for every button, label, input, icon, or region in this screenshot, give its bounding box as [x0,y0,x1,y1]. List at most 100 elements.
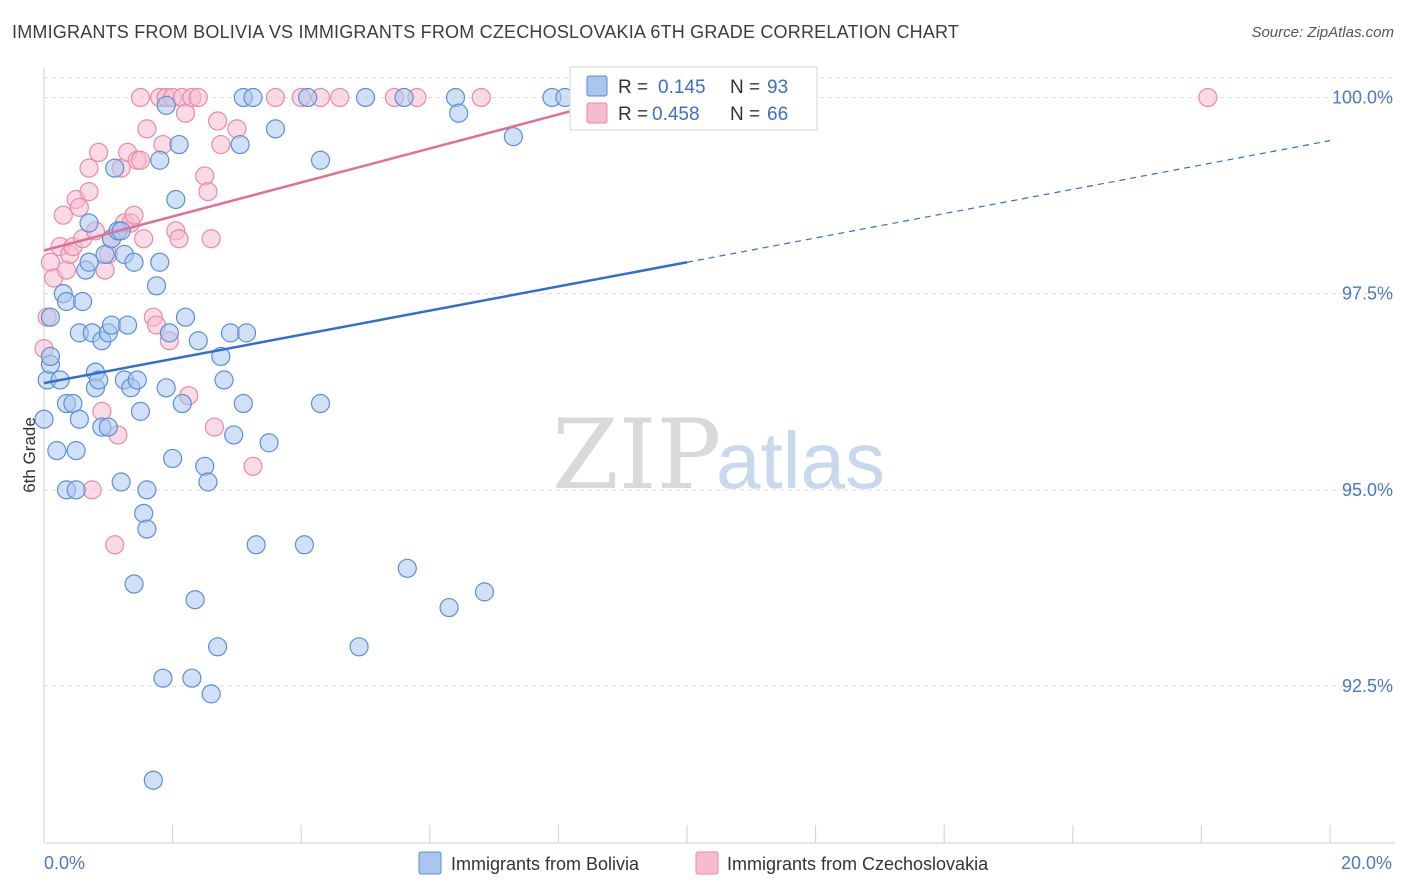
point-bolivia [233,393,253,414]
point-bolivia [294,535,315,555]
point-bolivia [159,323,179,343]
point-czechoslovakia [56,260,77,280]
legend-frame [569,66,818,131]
y-tick-label: 92.5% [1342,676,1393,696]
y-tick-label: 100.0% [1332,87,1393,107]
point-bolivia [449,103,469,123]
point-czechoslovakia [1198,87,1218,108]
point-bolivia [230,134,250,155]
bottom-legend: Immigrants from Bolivia Immigrants from … [418,851,989,875]
point-czechoslovakia [195,166,215,186]
legend-n-label-2: N = [730,104,760,125]
series-czechoslovakia [34,87,1218,555]
y-axis-label: 6th Grade [20,417,39,493]
legend-swatch-bolivia [586,75,608,97]
point-bolivia [246,535,266,555]
legend-n-label-1: N = [730,77,760,98]
y-tick-label: 95.0% [1342,480,1393,500]
point-bolivia [153,668,173,688]
point-bolivia [127,370,147,390]
trend-line-bolivia-extension [686,140,1331,263]
point-bolivia [137,480,157,500]
point-czechoslovakia [82,480,102,500]
point-bolivia [503,127,523,147]
point-bolivia [208,637,228,657]
point-bolivia [150,150,170,170]
legend-r-value-1: 0.145 [658,77,706,98]
point-bolivia [172,393,192,414]
point-czechoslovakia [471,87,491,108]
bottom-legend-swatch-bolivia [418,851,442,875]
point-bolivia [198,472,218,492]
point-bolivia [137,519,157,539]
point-bolivia [146,276,167,296]
point-bolivia [66,480,86,500]
x-tick-label: 0.0% [44,853,85,873]
trend-line-bolivia [43,261,688,385]
point-czechoslovakia [40,252,61,272]
point-czechoslovakia [105,535,125,555]
point-czechoslovakia [53,205,73,225]
point-czechoslovakia [201,229,221,249]
point-bolivia [349,637,369,657]
legend-n-value-2: 66 [767,104,788,125]
point-bolivia [224,425,244,445]
point-bolivia [243,87,263,108]
point-bolivia [310,150,331,170]
point-bolivia [175,307,196,327]
point-bolivia [201,684,221,704]
point-bolivia [156,378,176,398]
point-czechoslovakia [134,229,154,249]
legend-r-label-2: R = [618,104,648,125]
point-bolivia [214,370,234,390]
point-bolivia [394,87,414,108]
point-bolivia [98,417,118,437]
point-bolivia [89,370,109,390]
point-czechoslovakia [198,182,218,202]
watermark-zip: ZIP [552,399,721,511]
point-bolivia [40,346,61,367]
chart-source: Source: ZipAtlas.com [1251,24,1394,41]
point-bolivia [79,213,99,233]
point-czechoslovakia [330,87,350,108]
legend-swatch-czech [586,102,608,124]
point-czechoslovakia [188,87,208,108]
point-bolivia [111,472,131,492]
point-bolivia [34,409,54,429]
point-bolivia [439,597,459,618]
chart-title: IMMIGRANTS FROM BOLIVIA VS IMMIGRANTS FR… [12,22,960,42]
point-bolivia [265,119,286,139]
point-czechoslovakia [153,134,173,155]
point-bolivia [101,315,122,335]
point-czechoslovakia [79,182,99,202]
point-bolivia [156,95,176,115]
gridlines [44,77,1395,687]
point-czechoslovakia [169,229,189,249]
point-czechoslovakia [69,197,89,217]
point-czechoslovakia [243,456,263,476]
point-bolivia [163,448,183,469]
point-bolivia [236,323,257,343]
point-bolivia [169,134,189,155]
point-czechoslovakia [227,119,247,139]
legend-n-value-1: 93 [767,77,788,98]
point-bolivia [310,393,331,414]
point-czechoslovakia [211,134,231,155]
point-bolivia [166,189,186,210]
watermark-atlas: atlas [716,416,885,505]
point-czechoslovakia [130,150,151,170]
legend-r-value-2: 0.458 [652,104,700,125]
point-bolivia [72,291,93,312]
point-bolivia [105,158,125,178]
point-bolivia [185,590,205,610]
point-bolivia [259,433,279,453]
point-bolivia [298,87,318,108]
point-bolivia [130,401,151,421]
point-bolivia [474,582,495,602]
point-bolivia [79,252,99,272]
legend-box: R = 0.145 N = 93 R = 0.458 N = 66 [569,66,818,131]
point-bolivia [445,87,466,108]
point-czechoslovakia [204,417,224,437]
legend-r-label-1: R = [618,77,648,98]
